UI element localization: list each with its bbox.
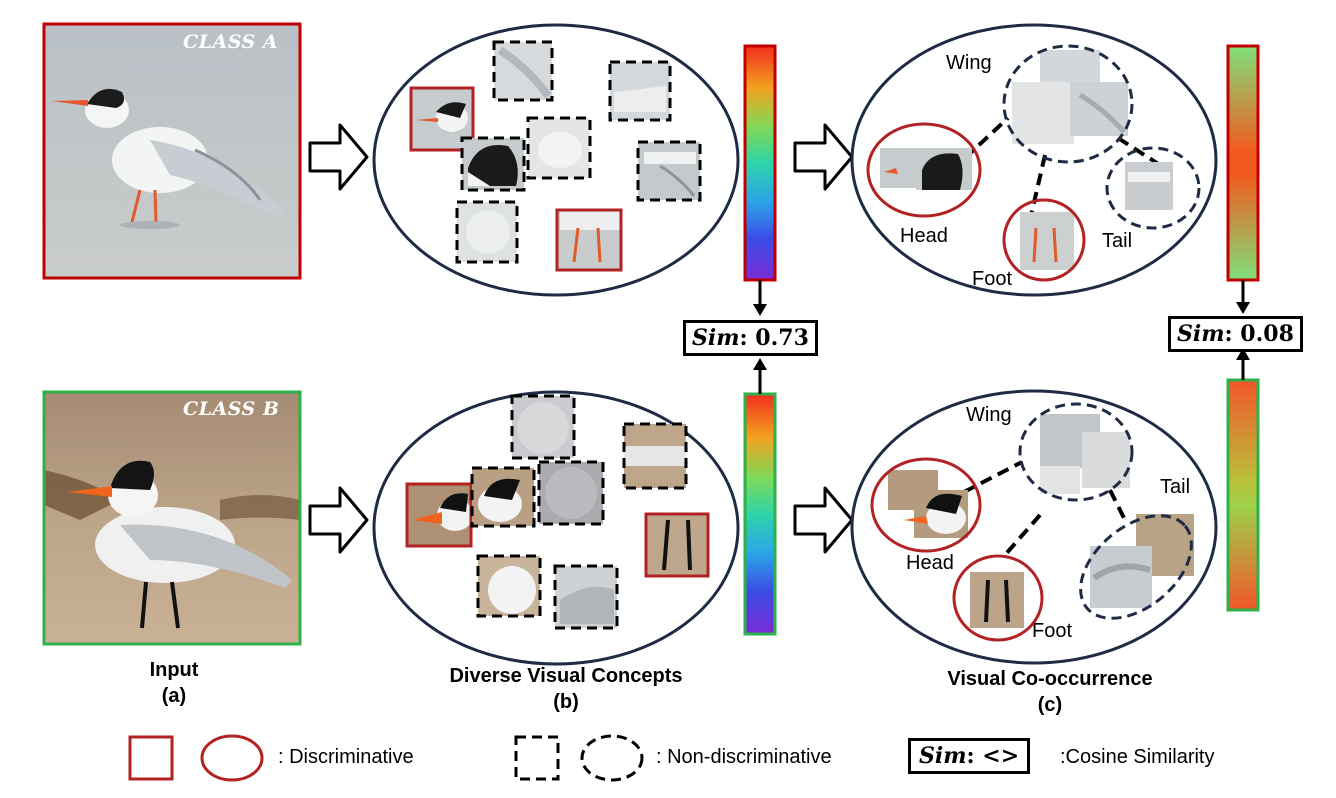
part-label-head-top: Head [900,225,948,247]
legend-square-non-discriminative [514,735,560,781]
concept-patch [470,466,536,528]
concept-patch [460,136,526,192]
sim-value: : 0.73 [739,325,809,351]
concept-patch [492,40,554,102]
class-a-tag: CLASS A [183,31,279,53]
part-node-wing-bottom [1018,402,1134,502]
legend-sim-prefix: Sim [919,743,967,769]
arrow-icon [793,123,854,191]
part-node-tail-top [1105,146,1201,230]
feature-bar-top-b [743,44,777,282]
panel-b-caption: Diverse Visual Concepts (b) [406,663,726,715]
feature-bar-top-c [1226,44,1260,282]
part-label-foot-bottom: Foot [1032,620,1073,642]
part-node-foot-bottom [952,554,1044,642]
feature-bar-bottom-c [1226,378,1260,612]
concept-patch-discriminative [405,482,473,548]
part-label-head-bottom: Head [906,552,954,574]
legend-cosine: :Cosine Similarity [1060,746,1215,768]
class-a-frame [42,22,302,280]
arrow-icon [308,486,369,554]
concept-patch [537,460,605,526]
concept-patch [455,200,519,264]
sim-prefix: Sim [1177,321,1225,347]
part-label-tail-top: Tail [1102,230,1133,252]
legend-ellipse-non-discriminative [580,734,644,782]
part-node-foot-top [1002,198,1086,282]
input-image-class-b [44,392,300,644]
sim-value: : 0.08 [1224,321,1294,347]
panel-a-caption: Input (a) [94,657,254,709]
graph-edges-bottom [963,460,1127,557]
feature-bar-bottom-b [743,392,777,636]
arrowhead-down-icon [1236,302,1250,314]
input-image-class-a [44,24,300,278]
panel-b-title: Diverse Visual Concepts [449,665,683,687]
part-label-wing-bottom: Wing [966,404,1012,426]
concept-patch [636,140,702,202]
arrowhead-up-icon [1236,348,1250,360]
part-node-head-bottom [870,457,982,553]
panel-a-letter: (a) [161,685,187,707]
concept-patch [622,422,688,490]
panel-b-letter: (b) [553,691,579,713]
concept-patch-discriminative [555,208,623,272]
arrow-icon [308,123,369,191]
part-node-tail-bottom [1079,514,1194,620]
part-label-foot-top: Foot [972,268,1013,290]
sim-prefix: Sim [692,325,740,351]
legend-ellipse-discriminative [200,734,264,782]
panel-c-letter: (c) [1037,694,1063,716]
graph-edges-top [963,116,1162,221]
legend-sim-suffix: : <> [966,743,1020,769]
part-node-head-top [866,122,982,218]
class-b-tag: CLASS B [183,398,280,420]
panel-c-caption: Visual Co-occurrence (c) [900,666,1200,718]
concept-patch [526,116,592,180]
part-label-tail-bottom: Tail [1160,476,1191,498]
similarity-box-c: Sim: 0.08 [1168,316,1303,352]
part-node-wing-top [1002,44,1134,164]
concept-patch-discriminative [644,512,710,578]
arrowhead-down-icon [753,304,767,316]
concept-patch [608,60,672,122]
legend-non-discriminative: : Non-discriminative [656,746,832,768]
panel-c-title: Visual Co-occurrence [947,668,1153,690]
legend-square-discriminative [128,735,174,781]
similarity-box-b: Sim: 0.73 [683,320,818,356]
concept-patch [553,564,619,630]
concept-patch [476,554,542,618]
legend-discriminative: : Discriminative [278,746,414,768]
legend-sim-box: Sim: <> [908,738,1031,774]
panel-a-title: Input [149,659,199,681]
part-label-wing-top: Wing [946,52,992,74]
arrowhead-up-icon [753,358,767,370]
concept-patch [510,394,576,460]
arrow-icon [793,486,854,554]
class-b-frame [42,390,302,646]
